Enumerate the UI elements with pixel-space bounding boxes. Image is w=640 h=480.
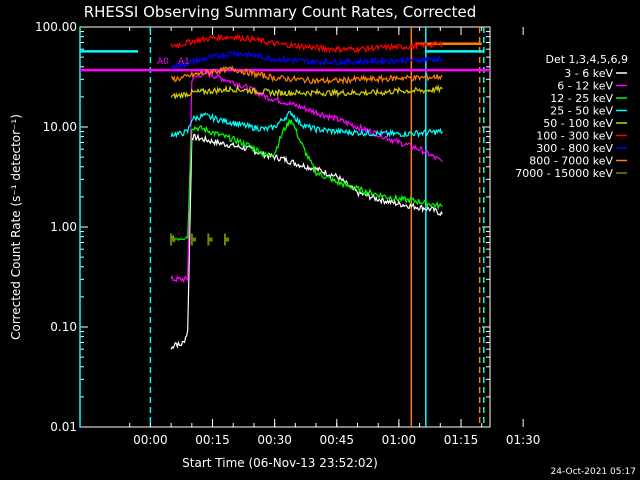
reference-lines <box>79 27 490 427</box>
legend-label: 25 - 50 keV <box>550 105 613 118</box>
x-axis-label: Start Time (06-Nov-13 23:52:02) <box>182 456 378 470</box>
y-axis-label: Corrected Count Rate (s⁻¹ detector⁻¹) <box>9 114 23 340</box>
series-line <box>170 110 443 139</box>
legend-label: 100 - 300 keV <box>536 130 613 143</box>
series-line <box>170 133 443 350</box>
x-tick-label: 00:15 <box>195 433 230 447</box>
series-line <box>170 84 443 100</box>
x-tick-label: 01:30 <box>506 433 541 447</box>
y-tick-label: 100.00 <box>35 20 77 34</box>
series-line <box>170 49 443 71</box>
y-tick-label: 1.00 <box>50 220 77 234</box>
y-tick-label: 10.00 <box>43 120 77 134</box>
legend-label: 7000 - 15000 keV <box>515 167 613 180</box>
x-tick-label: 00:00 <box>133 433 168 447</box>
x-tick-label: 01:00 <box>382 433 417 447</box>
legend-label: 3 - 6 keV <box>564 67 613 80</box>
data-series <box>170 33 443 350</box>
y-tick-label: 0.01 <box>50 420 77 434</box>
legend-label: 12 - 25 keV <box>550 92 613 105</box>
annotation-a1: A1 <box>178 57 190 67</box>
x-tick-label: 01:15 <box>444 433 479 447</box>
x-tick-label: 00:45 <box>319 433 354 447</box>
legend-label: 50 - 100 keV <box>543 117 613 130</box>
chart-title: RHESSI Observing Summary Count Rates, Co… <box>84 3 477 21</box>
legend-title: Det 1,3,4,5,6,9 <box>545 53 628 66</box>
y-tick-label: 0.10 <box>50 320 77 334</box>
legend-label: 6 - 12 keV <box>557 80 613 93</box>
annotation-a0: A0 <box>157 57 169 67</box>
series-line <box>170 69 443 284</box>
series-line <box>170 117 443 244</box>
series-line <box>170 33 443 54</box>
x-tick-label: 00:30 <box>257 433 292 447</box>
timestamp: 24-Oct-2021 05:17 <box>551 467 636 477</box>
x-axis-ticks: 00:00 00:15 00:30 00:45 01:00 01:15 01:30 <box>129 27 541 447</box>
legend-label: 300 - 800 keV <box>536 142 613 155</box>
legend-label: 800 - 7000 keV <box>529 155 613 168</box>
series-line <box>170 65 443 86</box>
